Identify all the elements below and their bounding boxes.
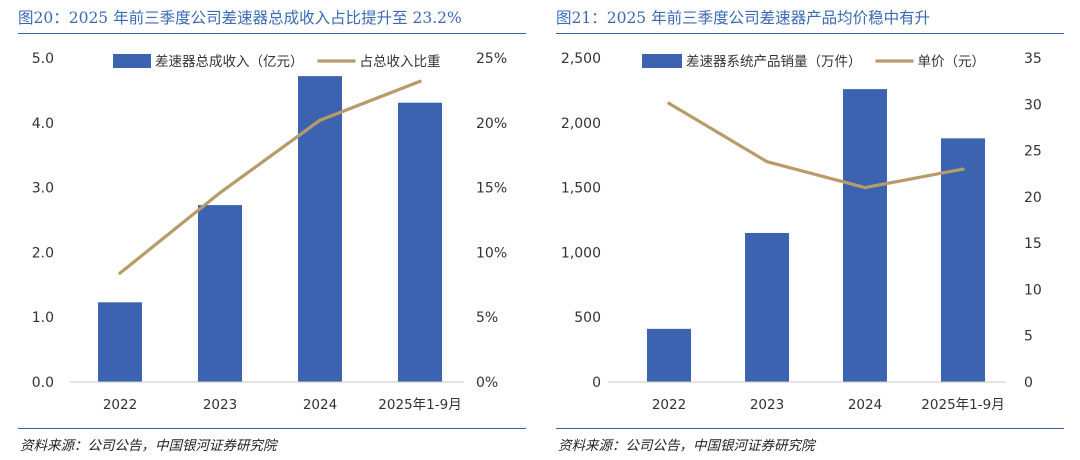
bar — [647, 328, 691, 382]
source-note: 资料来源：公司公告，中国银河证券研究院 — [558, 438, 815, 454]
line-point — [667, 101, 671, 105]
bar — [398, 102, 442, 382]
volume-price-chart: 0 500 1,000 1,500 2,000 2,500 0 5 10 15 20 25 30 35 20… — [561, 51, 1042, 413]
line-point — [863, 186, 867, 190]
left-axis-tick-label: 0.0 — [32, 375, 54, 391]
legend-bar-label: 差速器总成收入（亿元） — [155, 54, 304, 70]
category-label: 2025年1-9月 — [378, 397, 461, 413]
line-series — [118, 79, 422, 275]
left-axis-tick-label: 1,500 — [561, 181, 601, 197]
source-divider — [556, 428, 1064, 429]
right-axis-tick-label: 10 — [1024, 282, 1042, 298]
chart-panel-volume-price: 图21：2025 年前三季度公司差速器产品均价稳中有升 0 500 1,000 1,5… — [556, 0, 1071, 460]
left-axis-tick-label: 1.0 — [32, 310, 54, 326]
right-axis-tick-label: 25% — [476, 51, 507, 67]
right-axis-tick-label: 5% — [476, 310, 498, 326]
left-axis-tick-label: 4.0 — [32, 116, 54, 132]
figure-title: 图21：2025 年前三季度公司差速器产品均价稳中有升 — [556, 9, 931, 27]
chart-panel-revenue: 图20：2025 年前三季度公司差速器总成收入占比提升至 23.2% 0.0 1.… — [18, 0, 533, 460]
bar — [298, 76, 342, 383]
left-axis-tick-label: 5.0 — [32, 51, 54, 67]
category-label: 2022 — [103, 397, 137, 413]
title-divider — [556, 33, 1064, 34]
legend-bar-swatch — [113, 54, 151, 68]
left-axis-tick-label: 2,500 — [561, 51, 601, 67]
source-note: 资料来源：公司公告，中国银河证券研究院 — [20, 438, 277, 454]
left-axis-tick-label: 2,000 — [561, 116, 601, 132]
line-point — [765, 160, 769, 164]
source-divider — [18, 428, 526, 429]
line-point — [961, 167, 965, 171]
bar — [198, 205, 242, 382]
category-label: 2024 — [303, 397, 337, 413]
category-label: 2023 — [750, 397, 784, 413]
right-axis-tick-label: 10% — [476, 245, 507, 261]
legend-bar-label: 差速器系统产品销量（万件） — [686, 54, 862, 70]
line-point — [318, 118, 322, 122]
line-point — [118, 271, 122, 275]
right-axis-tick-label: 25 — [1024, 144, 1042, 160]
category-label: 2023 — [203, 397, 237, 413]
right-axis-tick-label: 35 — [1024, 51, 1042, 67]
category-label: 2025年1-9月 — [921, 397, 1004, 413]
right-axis-tick-label: 20% — [476, 116, 507, 132]
category-label: 2024 — [848, 397, 882, 413]
title-divider — [18, 33, 526, 34]
figure-title: 图20：2025 年前三季度公司差速器总成收入占比提升至 23.2% — [18, 9, 462, 27]
legend-line-label: 单价（元） — [918, 54, 986, 70]
bar — [941, 138, 985, 382]
line-series — [667, 101, 965, 190]
right-axis-tick-label: 15 — [1024, 236, 1042, 252]
left-axis-tick-label: 1,000 — [561, 245, 601, 261]
line-point — [218, 191, 222, 195]
right-axis-tick-label: 30 — [1024, 97, 1042, 113]
right-axis-tick-label: 15% — [476, 181, 507, 197]
right-axis-tick-label: 5 — [1024, 329, 1033, 345]
legend-bar-swatch — [642, 54, 682, 68]
right-axis-tick-label: 0% — [476, 375, 498, 391]
left-axis-tick-label: 3.0 — [32, 181, 54, 197]
left-axis-tick-label: 0 — [592, 375, 601, 391]
bar — [745, 232, 789, 382]
left-axis-tick-label: 500 — [574, 310, 601, 326]
legend-line-label: 占总收入比重 — [360, 54, 441, 70]
bar — [98, 302, 142, 382]
right-axis-tick-label: 20 — [1024, 190, 1042, 206]
revenue-chart: 0.0 1.0 2.0 3.0 4.0 5.0 0% 5% 10% 15% 20% 25% 2022 20… — [32, 51, 507, 413]
left-axis-tick-label: 2.0 — [32, 245, 54, 261]
bar — [843, 89, 887, 382]
right-axis-tick-label: 0 — [1024, 375, 1033, 391]
category-label: 2022 — [652, 397, 686, 413]
line-point — [418, 79, 422, 83]
